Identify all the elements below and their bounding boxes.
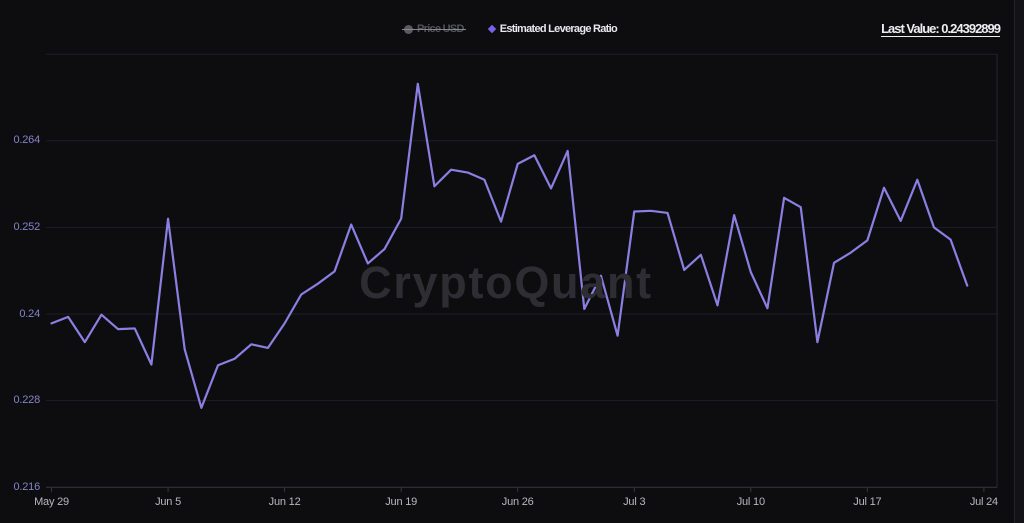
legend-item-label: Estimated Leverage Ratio (499, 23, 618, 35)
legend-item-label: Price USD (417, 23, 464, 35)
y-axis-label: 0.228 (13, 394, 40, 407)
legend: Price USD Estimated Leverage Ratio (4, 21, 1017, 37)
legend-item-price-usd[interactable]: Price USD (402, 23, 466, 35)
y-axis-label: 0.216 (13, 480, 40, 493)
y-axis-label: 0.252 (13, 220, 40, 233)
legend-item-estimated-leverage-ratio[interactable]: Estimated Leverage Ratio (487, 23, 618, 35)
x-axis-label: Jul 3 (623, 496, 646, 508)
y-axis-label: 0.264 (13, 134, 40, 147)
x-axis-label: Jul 24 (969, 496, 998, 508)
x-axis-label: Jun 12 (268, 496, 301, 508)
x-axis-label: May 29 (34, 496, 69, 508)
diamond-marker-icon (487, 24, 496, 34)
x-axis-label: Jul 10 (736, 496, 765, 508)
x-axis-label: Jul 17 (853, 496, 882, 508)
y-axis-label: 0.24 (19, 307, 40, 320)
x-axis-label: Jun 5 (155, 496, 182, 508)
circle-marker-icon (404, 24, 414, 34)
estimated-leverage-ratio-line (50, 82, 969, 409)
x-axis-label: Jun 26 (501, 496, 534, 508)
x-axis-label: Jun 19 (385, 496, 418, 508)
scrollbar-gutter (1014, 0, 1024, 523)
last-value-link[interactable]: Last Value: 0.24392899 (881, 21, 1001, 36)
